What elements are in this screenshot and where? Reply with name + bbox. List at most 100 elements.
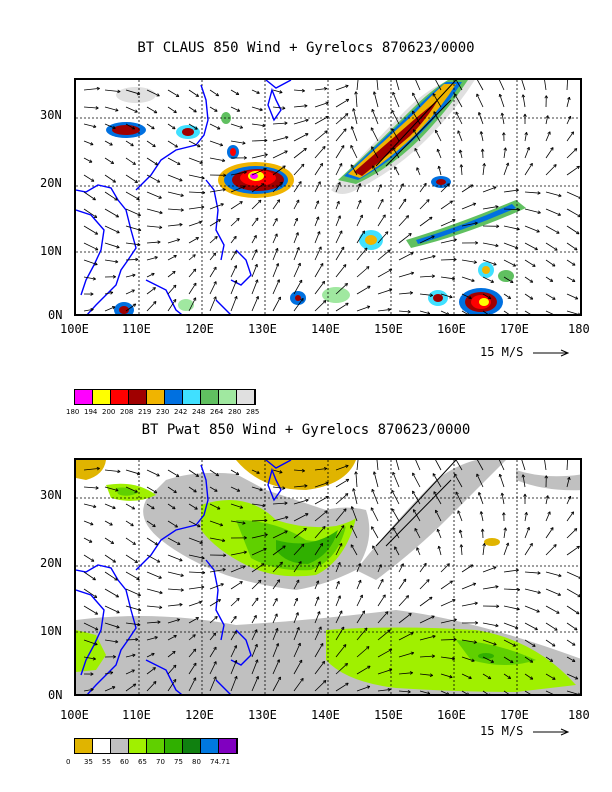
wind-vector <box>125 669 135 675</box>
wind-vector <box>314 200 319 210</box>
wind-vector <box>304 105 308 108</box>
wind-vector <box>209 503 221 510</box>
wind-vector <box>335 113 349 125</box>
wind-vector <box>498 460 505 471</box>
wind-vector <box>503 189 519 193</box>
wind-vector <box>547 115 550 119</box>
wind-vector <box>537 191 541 194</box>
wind-vector <box>293 678 304 692</box>
wind-vector <box>244 171 247 175</box>
wind-vector <box>104 242 120 248</box>
wind-vector <box>83 688 94 692</box>
wind-vector <box>254 643 258 647</box>
wind-vector <box>209 583 224 590</box>
top-colorbar-swatch <box>165 390 183 404</box>
wind-vector <box>495 586 499 589</box>
wind-vector <box>495 245 499 248</box>
bottom-panel-title: BT Pwat 850 Wind + Gyrelocs 870623/0000 <box>141 422 471 438</box>
wind-vector <box>104 191 118 201</box>
wind-vector <box>409 671 413 674</box>
wind-vector <box>391 128 395 131</box>
wind-vector <box>293 247 300 261</box>
wind-vector <box>159 227 163 230</box>
top-ytick-0n: 0N <box>48 308 63 322</box>
wind-vector <box>355 91 358 95</box>
wind-vector <box>104 259 119 263</box>
wind-vector <box>380 198 384 202</box>
wind-vector <box>125 191 140 200</box>
top-xtick-170e: 170E <box>500 322 529 336</box>
wind-vector <box>257 470 260 474</box>
wind-vector <box>201 205 205 208</box>
wind-vector <box>537 571 541 574</box>
wind-vector <box>354 91 357 95</box>
bottom-xtick-130e: 130E <box>248 708 277 722</box>
wind-vector <box>482 163 485 176</box>
wind-vector <box>475 622 479 625</box>
wind-vector <box>83 174 95 182</box>
wind-vector <box>83 87 100 91</box>
wind-vector <box>545 656 553 662</box>
wind-vector <box>233 280 237 283</box>
wind-vector <box>524 493 527 497</box>
wind-vector <box>179 178 183 181</box>
wind-vector <box>516 609 520 611</box>
wind-vector <box>461 293 472 299</box>
wind-vector <box>377 231 389 244</box>
wind-vector <box>495 585 499 587</box>
wind-vector <box>419 655 435 658</box>
wind-vector <box>95 486 99 489</box>
wind-vector <box>344 662 348 665</box>
wind-vector <box>174 109 177 113</box>
wind-vector <box>159 592 163 595</box>
wind-vector <box>282 106 286 109</box>
wind-vector <box>222 538 226 542</box>
wind-vector <box>339 543 342 546</box>
wind-vector <box>212 252 216 255</box>
wind-vector <box>177 473 180 477</box>
wind-vector <box>295 232 299 235</box>
top-colorbar-swatch <box>129 390 147 404</box>
wind-vector <box>352 108 354 112</box>
bottom-colorbar-label: 60 <box>120 758 129 766</box>
wind-vector <box>372 545 379 556</box>
wind-vector <box>511 659 514 663</box>
wind-vector <box>452 656 456 660</box>
wind-vector <box>157 559 161 563</box>
wind-vector <box>524 673 534 680</box>
wind-vector <box>566 259 576 266</box>
wind-vector <box>216 472 219 476</box>
wind-vector <box>567 96 570 100</box>
wind-vector <box>394 546 398 549</box>
wind-vector <box>314 482 329 488</box>
wind-vector <box>529 162 533 166</box>
wind-vector <box>345 465 349 469</box>
wind-vector <box>304 485 308 488</box>
wind-vector <box>437 148 441 152</box>
wind-vector <box>335 98 349 108</box>
wind-vector <box>264 168 267 172</box>
wind-vector <box>299 279 302 282</box>
wind-vector <box>242 522 246 525</box>
wind-vector <box>493 566 497 570</box>
wind-vector <box>314 611 321 624</box>
wind-vector <box>282 486 286 489</box>
wind-vector <box>167 284 177 295</box>
wind-vector <box>324 130 328 132</box>
wind-vector <box>503 673 511 679</box>
wind-vector <box>531 296 534 300</box>
wind-vector <box>299 659 302 662</box>
wind-vector <box>293 543 305 556</box>
wind-vector <box>335 644 347 658</box>
wind-vector <box>459 149 463 153</box>
wind-vector <box>545 495 549 505</box>
wind-vector <box>517 607 520 610</box>
wind-vector <box>325 510 328 514</box>
wind-vector <box>188 89 199 97</box>
wind-vector <box>167 224 183 227</box>
wind-vector <box>503 259 516 267</box>
wind-vector <box>412 490 421 505</box>
wind-vector <box>153 301 157 303</box>
wind-vector <box>188 174 205 179</box>
wind-vector <box>377 669 393 675</box>
